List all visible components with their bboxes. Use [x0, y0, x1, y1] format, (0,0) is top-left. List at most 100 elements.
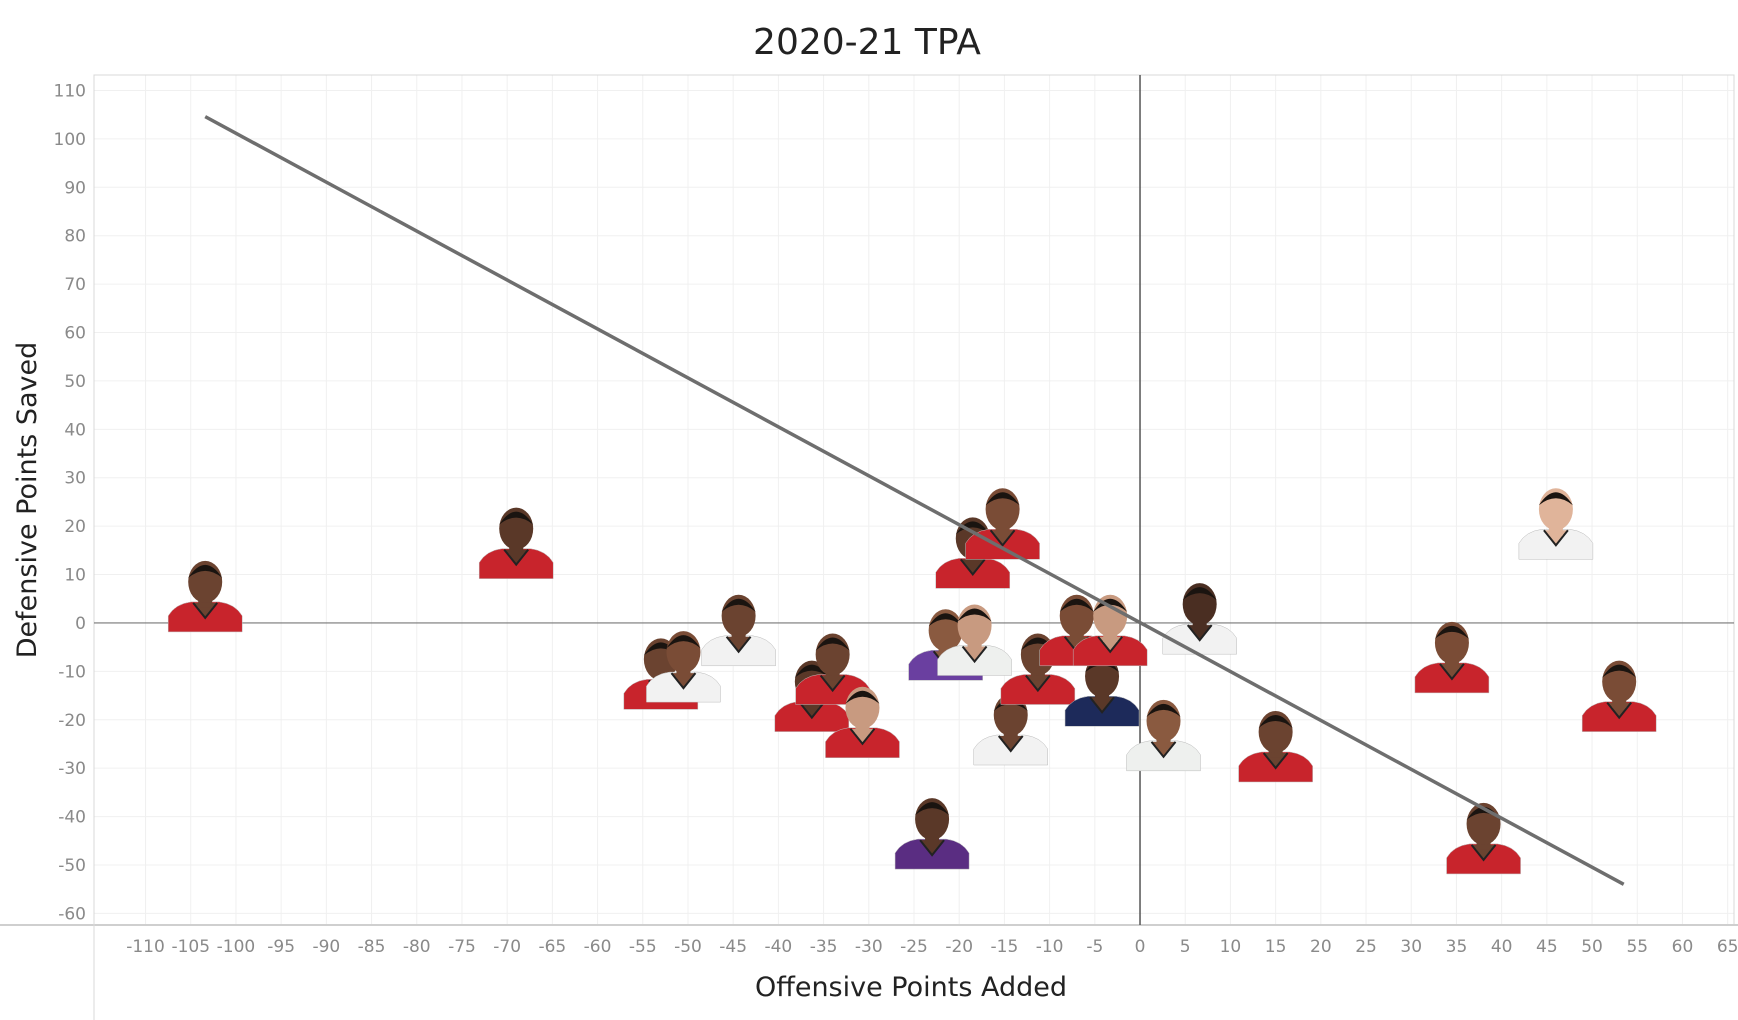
x-tick-label: 55: [1626, 937, 1648, 957]
hair: [985, 492, 1020, 506]
x-tick-label: 60: [1672, 937, 1694, 957]
x-tick-label: 10: [1220, 937, 1242, 957]
y-tick-label: -50: [58, 856, 86, 876]
x-tick-label: -5: [1086, 937, 1103, 957]
y-tick-label: -60: [58, 904, 86, 924]
player-headshot-marker: [937, 604, 1012, 676]
x-tick-label: -100: [217, 937, 256, 957]
x-tick-label: -25: [900, 937, 928, 957]
x-tick-label: -65: [538, 937, 566, 957]
data-points: [167, 488, 1657, 875]
y-tick-label: -10: [58, 662, 86, 682]
y-tick-label: -30: [58, 759, 86, 779]
x-tick-label: -80: [403, 937, 431, 957]
hair: [1466, 806, 1501, 820]
y-tick-label: 90: [64, 178, 86, 198]
y-tick-label: 20: [64, 517, 86, 537]
hair: [1146, 703, 1181, 717]
x-tick-label: 35: [1446, 937, 1468, 957]
hair: [1020, 637, 1055, 651]
player-headshot-marker: [894, 798, 970, 870]
x-tick-label: 65: [1717, 937, 1738, 957]
x-tick-label: 30: [1400, 937, 1422, 957]
player-headshot-marker: [825, 686, 900, 759]
x-tick-label: -10: [1036, 937, 1064, 957]
player-headshot-marker: [1518, 488, 1594, 560]
player-headshot-marker: [167, 560, 243, 633]
x-tick-label: -45: [719, 937, 747, 957]
x-tick-label: -75: [448, 937, 476, 957]
x-tick-label: 40: [1491, 937, 1513, 957]
player-headshot-marker: [965, 488, 1040, 560]
hair: [499, 511, 534, 525]
x-tick-label: 0: [1135, 937, 1146, 957]
x-tick-label: -70: [493, 937, 521, 957]
hair: [721, 598, 756, 612]
x-tick-label: -95: [267, 937, 295, 957]
y-tick-label: 50: [64, 372, 86, 392]
x-tick-label: -60: [584, 937, 612, 957]
y-tick-labels: 1101009080706050403020100-10-20-30-40-50…: [54, 81, 86, 924]
y-tick-label: 0: [75, 614, 86, 634]
y-tick-label: 30: [64, 469, 86, 489]
x-tick-label: -50: [674, 937, 702, 957]
hair: [666, 635, 701, 649]
hair: [955, 521, 990, 535]
hair: [188, 564, 223, 578]
player-headshot-marker: [1414, 621, 1490, 694]
x-tick-label: 50: [1581, 937, 1603, 957]
reference-lines: [94, 75, 1734, 925]
trend-line-group: [204, 115, 1625, 886]
player-headshot-marker: [1238, 710, 1313, 783]
x-tick-label: 5: [1180, 937, 1191, 957]
hair: [1182, 587, 1217, 601]
y-tick-label: 70: [64, 275, 86, 295]
y-tick-label: 60: [64, 324, 86, 344]
hair: [1602, 664, 1637, 678]
y-tick-label: 100: [54, 130, 86, 150]
x-tick-label: -110: [126, 937, 165, 957]
x-tick-labels: -110 -105 -100 -95 -90 -85 -80 -75 -70 -65 -60 -55-…: [126, 937, 1738, 957]
x-tick-label: -15: [991, 937, 1019, 957]
player-headshot-marker: [646, 631, 721, 703]
x-tick-label: -40: [764, 937, 792, 957]
hair: [957, 608, 992, 622]
x-tick-label: 20: [1310, 937, 1332, 957]
player-headshot-marker: [701, 594, 776, 667]
x-tick-label: -90: [312, 937, 340, 957]
hair: [928, 613, 963, 627]
player-headshot-marker: [1446, 802, 1521, 875]
y-tick-label: -20: [58, 711, 86, 731]
player-headshot-marker: [1126, 699, 1201, 772]
x-axis-label: Offensive Points Added: [755, 972, 1067, 1003]
hair: [1538, 492, 1573, 506]
y-tick-label: 10: [64, 566, 86, 586]
hair: [1258, 714, 1293, 728]
hair: [915, 802, 950, 816]
x-tick-label: 45: [1536, 937, 1558, 957]
x-tick-label: -55: [629, 937, 657, 957]
y-tick-label: 110: [54, 81, 86, 101]
player-headshot-marker: [1000, 633, 1076, 705]
hair: [845, 690, 880, 704]
x-tick-label: -105: [171, 937, 210, 957]
y-axis-label: Defensive Points Saved: [12, 342, 43, 658]
trend-line: [204, 115, 1625, 886]
x-tick-label: -35: [810, 937, 838, 957]
hair: [815, 637, 850, 651]
x-tick-label: -85: [358, 937, 386, 957]
y-tick-label: 80: [64, 227, 86, 247]
player-headshot-marker: [1581, 660, 1657, 732]
x-tick-label: 25: [1355, 937, 1377, 957]
y-tick-label: 40: [64, 420, 86, 440]
player-headshot-marker: [1162, 583, 1237, 655]
x-tick-label: -30: [855, 937, 883, 957]
hair: [1434, 625, 1469, 639]
player-headshot-marker: [478, 507, 554, 579]
chart-title: 2020-21 TPA: [753, 22, 981, 63]
x-tick-label: -20: [945, 937, 973, 957]
hair: [1059, 598, 1094, 612]
y-tick-label: -40: [58, 808, 86, 828]
x-tick-label: 15: [1265, 937, 1287, 957]
